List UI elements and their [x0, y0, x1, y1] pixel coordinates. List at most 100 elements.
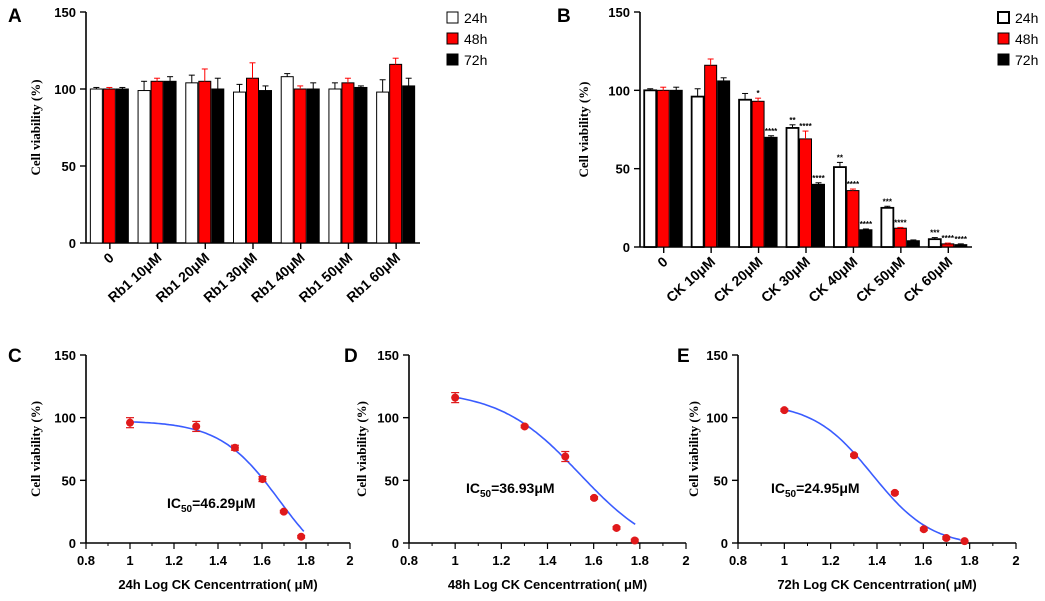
bar-72h: [354, 86, 368, 244]
significance-label: ****: [860, 220, 873, 229]
legend-swatch-24h: [997, 11, 1010, 24]
bar-72h: [163, 80, 177, 244]
data-point: [960, 537, 969, 546]
x-tick-label: 1.6: [585, 553, 603, 568]
bar-72h: [717, 80, 731, 248]
x-category-label: CK 50μM: [853, 253, 908, 305]
y-tick-label: 100: [377, 411, 399, 426]
bar-48h: [293, 88, 307, 244]
significance-label: ****: [765, 127, 778, 136]
ic50-subscript: 50: [480, 489, 492, 500]
data-point: [230, 443, 239, 452]
x-category-label: 0: [100, 249, 117, 266]
bar-72h: [954, 244, 968, 248]
significance-label: ***: [883, 197, 893, 206]
bar-48h: [751, 100, 765, 248]
bar-72h: [906, 240, 920, 248]
bar-24h: [185, 82, 199, 244]
legend-label: 48h: [1015, 31, 1038, 47]
significance-label: ***: [930, 229, 940, 238]
y-tick-label: 100: [706, 411, 728, 426]
x-tick-label: 1: [452, 553, 459, 568]
panel-d: D 0 50 100 150 Cell viability (%) 0.8 1 1.2 1.4 1.…: [344, 346, 690, 592]
x-tick-label: 1.6: [253, 553, 271, 568]
legend-swatch-24h: [446, 11, 459, 24]
x-tick-label: 1.8: [631, 553, 649, 568]
fit-curve: [784, 408, 961, 541]
data-point: [890, 488, 899, 497]
panel-e: E 0 50 100 150 Cell viability (%) 0.8 1 1.2 1.4 1.…: [677, 346, 1020, 592]
legend-label: 24h: [464, 10, 487, 26]
data-point: [630, 536, 639, 545]
legend-label: 72h: [1015, 52, 1038, 68]
fit-curve: [455, 396, 636, 525]
x-category-label: CK 20μM: [710, 253, 765, 305]
bar-48h: [893, 227, 907, 248]
bar-72h: [669, 89, 683, 248]
data-point: [942, 533, 951, 542]
bar-24h: [376, 91, 390, 244]
y-tick-label: 50: [62, 159, 76, 174]
x-axis-label: 72h Log CK Cencentrration( μM): [777, 577, 976, 592]
data-point: [279, 507, 288, 516]
x-tick-label: 1.4: [538, 553, 557, 568]
significance-label: ****: [955, 235, 968, 244]
significance-label: ****: [942, 234, 955, 243]
bar-24h: [233, 91, 246, 244]
x-tick-label: 2: [1012, 553, 1019, 568]
data-point: [297, 532, 306, 541]
y-axis-label: Cell viability (%): [686, 401, 701, 497]
data-point: [561, 452, 570, 461]
ic50-value: =24.95μM: [796, 480, 859, 496]
data-point: [451, 393, 460, 402]
y-tick-label: 0: [69, 536, 76, 551]
x-tick-label: 1.8: [297, 553, 315, 568]
bar-48h: [941, 243, 955, 248]
ic50-label: IC50=24.95μM: [771, 480, 860, 500]
data-point: [850, 451, 859, 460]
y-tick-label: 100: [608, 83, 630, 98]
legend-label: 24h: [1015, 10, 1038, 26]
y-tick-label: 100: [54, 82, 76, 97]
bar-48h: [102, 88, 116, 244]
ic50-prefix: IC: [167, 495, 181, 511]
x-tick-label: 2: [346, 553, 353, 568]
bar-48h: [150, 80, 164, 244]
legend-swatch-72h: [997, 53, 1010, 66]
y-tick-label: 50: [62, 473, 76, 488]
y-tick-label: 150: [377, 348, 399, 363]
y-tick-label: 150: [54, 348, 76, 363]
y-axis-label: Cell viability (%): [576, 81, 591, 177]
legend-swatch-72h: [446, 53, 459, 66]
bar-24h: [785, 127, 800, 248]
significance-label: ****: [847, 180, 860, 189]
data-point: [520, 422, 529, 431]
ic50-value: =36.93μM: [491, 480, 554, 496]
bar-24h: [738, 98, 752, 248]
x-tick-label: 0.8: [400, 553, 418, 568]
bar-72h: [259, 90, 272, 244]
panel-letter: C: [8, 346, 22, 367]
x-category-label: CK 30μM: [758, 253, 813, 305]
bar-48h: [656, 89, 670, 248]
x-tick-label: 1.2: [165, 553, 183, 568]
significance-label: ****: [799, 122, 812, 131]
ic50-prefix: IC: [771, 480, 785, 496]
x-category-label: CK 40μM: [805, 253, 860, 305]
y-tick-label: 0: [392, 536, 399, 551]
significance-label: ****: [894, 218, 907, 227]
bar-72h: [115, 88, 129, 244]
x-category-label: CK 60μM: [900, 253, 955, 305]
y-tick-label: 50: [616, 162, 630, 177]
legend-label: 72h: [464, 52, 487, 68]
bar-72h: [859, 229, 873, 248]
data-point: [590, 493, 599, 502]
x-tick-label: 1: [781, 553, 788, 568]
panel-letter: B: [557, 6, 571, 27]
ic50-value: =46.29μM: [192, 495, 255, 511]
bar-48h: [341, 82, 355, 244]
x-tick-label: 1.2: [492, 553, 510, 568]
bar-48h: [799, 138, 812, 248]
